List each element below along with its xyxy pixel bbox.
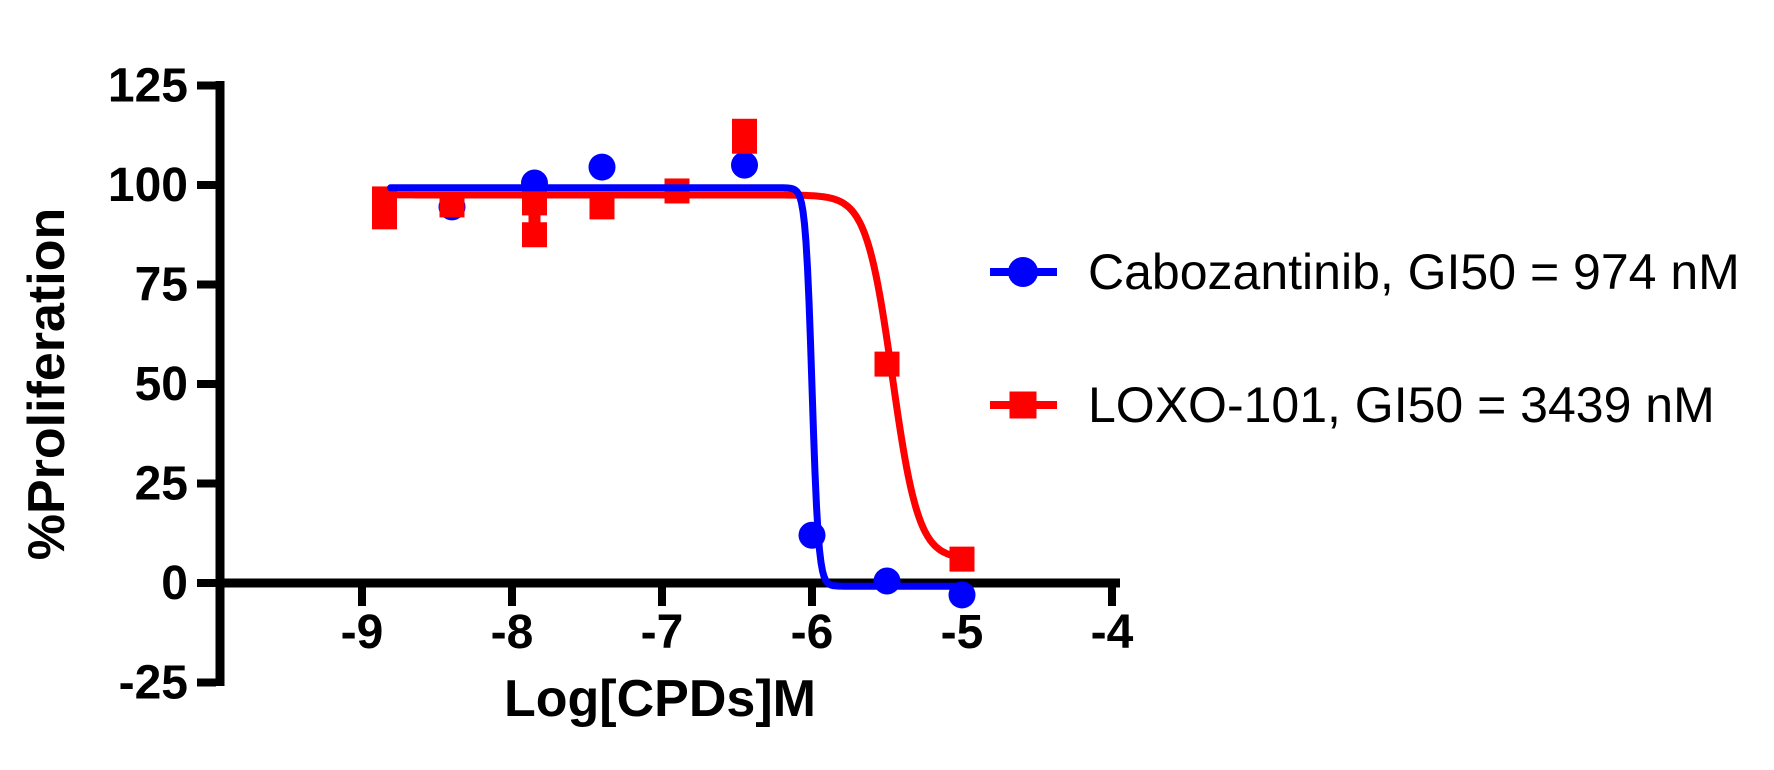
fit-curve-loxo-101 <box>372 191 966 561</box>
legend-label-loxo-101: LOXO-101, GI50 = 3439 nM <box>1088 377 1715 433</box>
data-point-cabozantinib <box>731 151 758 179</box>
legend-circle-marker-icon <box>1008 257 1038 287</box>
x-axis-title: Log[CPDs]M <box>504 670 816 728</box>
legend-item-loxo-101: LOXO-101, GI50 = 3439 nM <box>990 377 1715 433</box>
legend-item-cabozantinib: Cabozantinib, GI50 = 974 nM <box>990 244 1740 300</box>
data-point-loxo-101 <box>732 128 757 154</box>
data-point-loxo-101 <box>522 222 547 248</box>
legend-label-cabozantinib: Cabozantinib, GI50 = 974 nM <box>1088 244 1740 300</box>
data-point-cabozantinib <box>588 153 616 181</box>
y-tick-label-100: 100 <box>108 159 188 212</box>
y-tick-label-0: 0 <box>161 557 188 610</box>
y-tick-label-50: 50 <box>135 358 188 411</box>
x-tick-label--5: -5 <box>941 606 984 659</box>
x-tick-label--8: -8 <box>491 606 534 659</box>
y-tick-label-75: 75 <box>135 259 188 312</box>
x-tick-label--6: -6 <box>791 606 834 659</box>
y-tick-label--25: -25 <box>119 657 188 710</box>
data-point-loxo-101 <box>589 194 615 220</box>
y-axis-title: %Proliferation <box>18 208 76 561</box>
legend-square-marker-icon <box>1009 391 1037 419</box>
x-tick-label--7: -7 <box>641 606 684 659</box>
x-tick-label--9: -9 <box>341 606 384 659</box>
axes: 125 100 75 50 25 0 -25 -9 -8 -7 -6 -5 -4 <box>108 60 1134 710</box>
data-point-cabozantinib <box>873 567 901 595</box>
fit-curve-cabozantinib <box>387 184 966 590</box>
data-point-loxo-101 <box>372 204 397 230</box>
x-tick-label--4: -4 <box>1091 606 1134 659</box>
y-tick-label-125: 125 <box>108 60 188 113</box>
legend: Cabozantinib, GI50 = 974 nM LOXO-101, GI… <box>990 244 1740 433</box>
y-tick-label-25: 25 <box>135 458 188 511</box>
series-layer <box>372 118 976 609</box>
